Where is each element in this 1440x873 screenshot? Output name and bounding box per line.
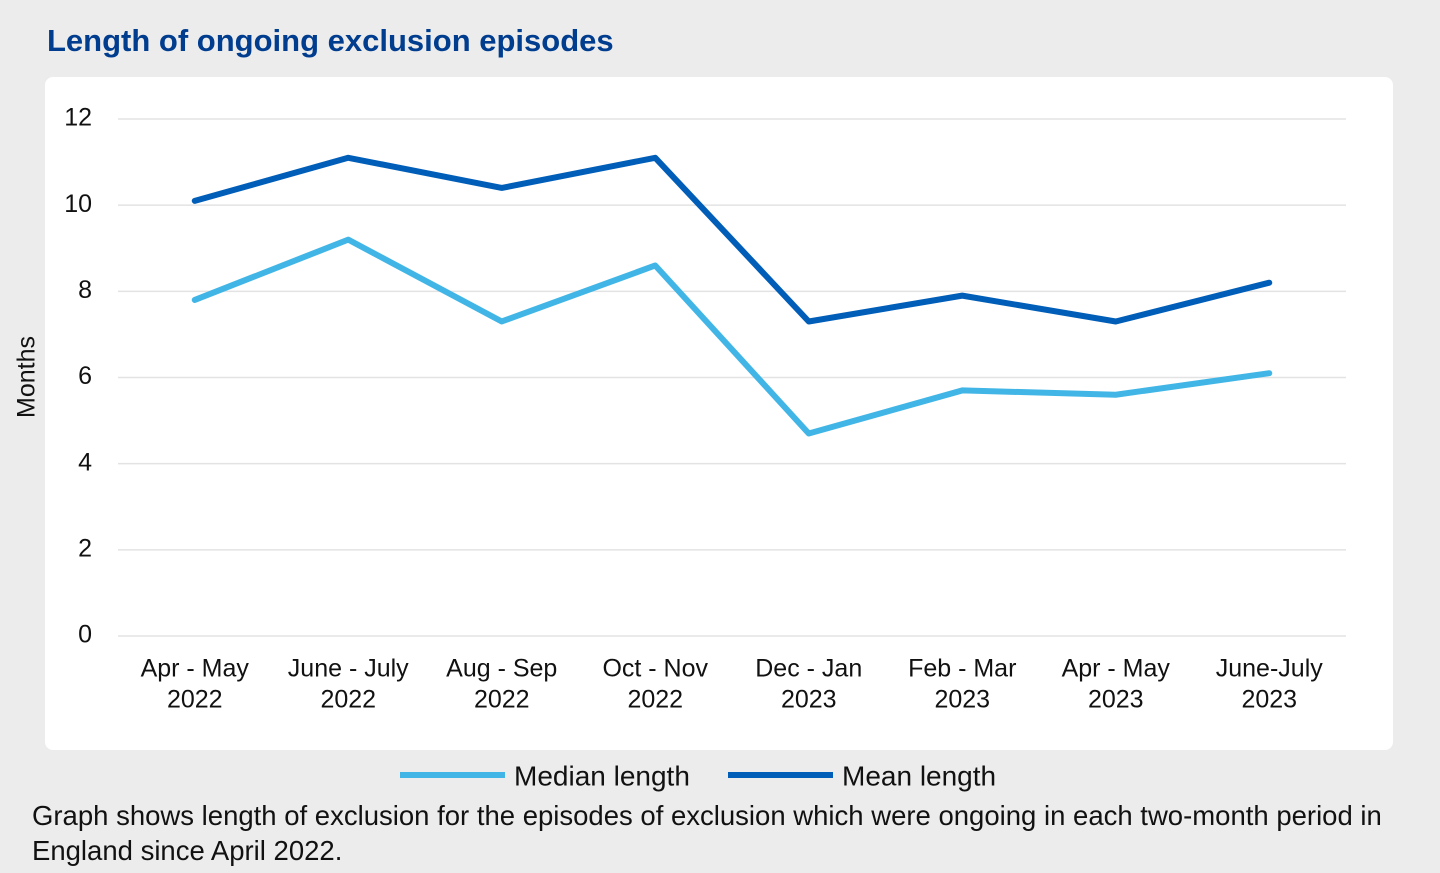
- legend-label: Mean length: [842, 760, 996, 791]
- y-tick-label: 10: [64, 190, 92, 218]
- x-tick-label: 2023: [934, 686, 990, 714]
- x-tick-label: 2023: [1241, 686, 1297, 714]
- plot-card: [45, 77, 1393, 750]
- x-tick-label: 2022: [167, 686, 223, 714]
- x-tick-label: Aug - Sep: [446, 655, 557, 683]
- y-tick-label: 12: [64, 104, 92, 132]
- x-tick-label: Feb - Mar: [908, 655, 1016, 683]
- x-tick-label: Apr - May: [1062, 655, 1171, 683]
- chart-title: Length of ongoing exclusion episodes: [47, 23, 614, 58]
- x-tick-label: Dec - Jan: [755, 655, 862, 683]
- y-tick-label: 4: [78, 448, 92, 476]
- x-tick-label: June - July: [288, 655, 409, 683]
- x-tick-label: Apr - May: [141, 655, 250, 683]
- data-line: [191, 236, 1273, 437]
- x-tick-label: 2022: [627, 686, 683, 714]
- legend-label: Median length: [514, 760, 690, 791]
- y-tick-label: 0: [78, 621, 92, 649]
- y-tick-label: 2: [78, 534, 92, 562]
- data-line: [191, 154, 1273, 325]
- caption: Graph shows length of exclusion for the …: [32, 800, 1382, 866]
- x-tick-label: 2022: [474, 686, 530, 714]
- x-tick-label: 2023: [1088, 686, 1144, 714]
- x-tick-label: June-July: [1216, 655, 1323, 683]
- x-tick-label: 2022: [320, 686, 376, 714]
- x-tick-label: Oct - Nov: [602, 655, 708, 683]
- x-tick-label: 2023: [781, 686, 837, 714]
- y-tick-label: 6: [78, 362, 92, 390]
- y-axis-label: Months: [13, 336, 41, 418]
- y-tick-label: 8: [78, 276, 92, 304]
